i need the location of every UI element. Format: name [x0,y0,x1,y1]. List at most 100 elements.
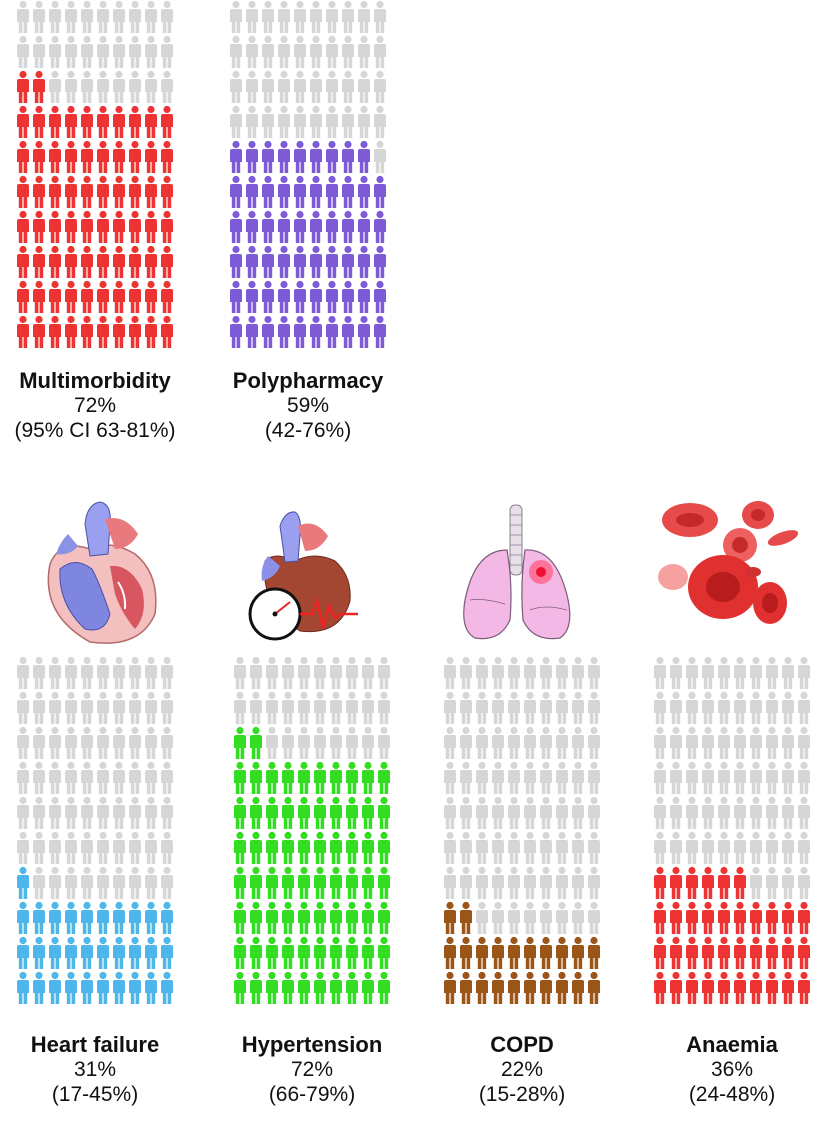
person-icon-filled [161,245,173,278]
person-icon-empty [310,0,322,33]
person-icon-filled [250,971,262,1004]
person-icon-empty [460,761,472,794]
person-icon-filled [113,140,125,173]
person-icon-filled [378,971,390,1004]
person-icon-empty [588,796,600,829]
person-icon-empty [524,691,536,724]
person-icon-filled [129,175,141,208]
person-icon-empty [734,691,746,724]
person-icon-filled [540,971,552,1004]
person-icon-filled [294,245,306,278]
person-icon-empty [129,656,141,689]
person-icon-empty [282,726,294,759]
person-icon-empty [766,726,778,759]
person-icon-filled [145,245,157,278]
person-icon-filled [250,761,262,794]
person-icon-empty [508,726,520,759]
person-icon-empty [358,70,370,103]
person-icon-filled [282,796,294,829]
person-icon-empty [278,0,290,33]
pictograph-svg [17,656,173,1004]
person-icon-empty [556,761,568,794]
person-icon-filled [230,210,242,243]
person-icon-empty [346,726,358,759]
person-icon-empty [654,796,666,829]
person-icon-empty [145,35,157,68]
person-icon-filled [342,210,354,243]
person-icon-empty [540,901,552,934]
person-icon-filled [145,971,157,1004]
person-icon-filled [49,175,61,208]
person-icon-filled [49,936,61,969]
person-icon-empty [314,691,326,724]
person-icon-filled [358,175,370,208]
person-icon-filled [81,210,93,243]
person-icon-empty [129,796,141,829]
person-icon-filled [326,315,338,348]
person-icon-empty [310,35,322,68]
person-icon-filled [17,936,29,969]
person-icon-filled [49,140,61,173]
person-icon-empty [326,70,338,103]
person-icon-empty [145,726,157,759]
person-icon-empty [33,0,45,33]
person-icon-filled [798,936,810,969]
person-icon-filled [654,901,666,934]
person-icon-filled [97,280,109,313]
person-icon-empty [97,726,109,759]
person-icon-filled [81,105,93,138]
person-icon-filled [298,796,310,829]
person-icon-filled [113,175,125,208]
person-icon-filled [734,936,746,969]
person-icon-empty [508,796,520,829]
person-icon-filled [49,315,61,348]
person-icon-filled [358,210,370,243]
person-icon-filled [460,971,472,1004]
person-icon-empty [492,656,504,689]
person-icon-filled [81,315,93,348]
panel-title: COPD [490,1032,554,1057]
person-icon-filled [113,901,125,934]
person-icon-empty [346,691,358,724]
person-icon-filled [262,245,274,278]
person-icon-empty [476,831,488,864]
person-icon-empty [444,726,456,759]
caption: Polypharmacy 59% (42-76%) [213,368,403,443]
person-icon-empty [81,656,93,689]
person-icon-empty [492,691,504,724]
person-icon-filled [750,936,762,969]
person-icon-empty [97,35,109,68]
person-icon-filled [702,866,714,899]
person-icon-empty [460,726,472,759]
person-icon-filled [33,105,45,138]
person-icon-filled [246,175,258,208]
person-icon-filled [330,971,342,1004]
person-icon-empty [17,656,29,689]
person-icon-empty [524,656,536,689]
ci-label: (17-45%) [51,1083,139,1106]
person-icon-empty [556,726,568,759]
person-icon-empty [798,691,810,724]
person-icon-empty [734,656,746,689]
person-icon-empty [702,726,714,759]
person-icon-filled [298,761,310,794]
person-icon-empty [524,866,536,899]
person-icon-filled [49,105,61,138]
person-icon-filled [718,936,730,969]
person-icon-filled [374,210,386,243]
person-icon-empty [750,761,762,794]
person-icon-empty [81,726,93,759]
person-icon-empty [49,726,61,759]
person-icon-empty [81,796,93,829]
person-icon-filled [262,315,274,348]
person-icon-empty [476,761,488,794]
person-icon-empty [702,796,714,829]
person-icon-empty [49,70,61,103]
person-icon-empty [49,691,61,724]
person-icon-filled [266,831,278,864]
person-icon-empty [145,0,157,33]
person-icon-empty [113,831,125,864]
person-icon-filled [161,105,173,138]
person-icon-empty [65,831,77,864]
person-icon-filled [97,971,109,1004]
